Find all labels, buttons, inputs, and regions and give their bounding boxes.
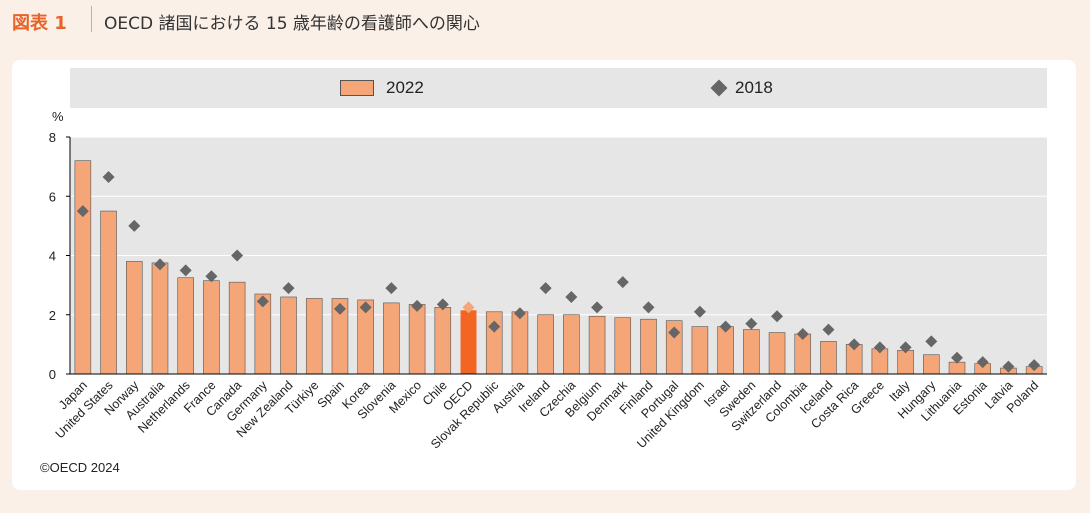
y-tick-label: 4 (49, 249, 56, 264)
bar (640, 318, 657, 375)
bar (717, 326, 734, 375)
bar (151, 262, 169, 375)
bar (74, 160, 92, 375)
bar (305, 298, 323, 375)
marker-2018 (976, 356, 989, 369)
marker-2018 (205, 270, 218, 283)
y-tick-label: 0 (49, 367, 56, 382)
bar (177, 277, 194, 375)
bar (897, 349, 914, 375)
bar (923, 354, 940, 375)
marker-2018 (925, 335, 938, 348)
bar (743, 329, 760, 375)
marker-2018 (1028, 359, 1041, 372)
marker-2018 (256, 295, 269, 308)
marker-2018 (488, 320, 501, 333)
marker-2018 (796, 328, 809, 341)
y-tick-label: 8 (49, 130, 56, 145)
marker-2018 (76, 205, 89, 218)
marker-2018 (848, 338, 861, 351)
marker-2018 (822, 323, 835, 336)
marker-2018 (565, 290, 578, 303)
legend-item-2022: 2022 (340, 68, 424, 108)
copyright: ©OECD 2024 (40, 460, 120, 475)
bar (537, 314, 554, 375)
marker-2018 (1002, 360, 1015, 373)
marker-2018 (693, 305, 706, 318)
y-unit-label: % (52, 109, 64, 124)
marker-2018 (128, 219, 141, 232)
figure-label: 図表 1 (12, 13, 67, 34)
marker-2018 (642, 301, 655, 314)
marker-2018 (899, 341, 912, 354)
figure-header: 図表 1 OECD 諸国における 15 歳年齢の看護師への関心 (0, 0, 1090, 42)
marker-2018 (282, 282, 295, 295)
marker-2018 (153, 258, 166, 271)
marker-2018 (513, 307, 526, 320)
bar (100, 210, 117, 375)
bar (614, 317, 632, 375)
marker-2018 (333, 302, 346, 315)
figure-title: OECD 諸国における 15 歳年齢の看護師への関心 (104, 14, 480, 34)
y-tick-label: 2 (49, 308, 56, 323)
legend-bar-swatch (340, 80, 374, 96)
marker-2018 (411, 299, 424, 312)
bar (820, 341, 837, 375)
legend: 2022 2018 (70, 68, 1047, 108)
bar (203, 280, 220, 375)
marker-2018 (102, 170, 115, 183)
bar (768, 332, 786, 375)
marker-2018 (616, 276, 629, 289)
marker-2018 (436, 298, 449, 311)
bar (588, 315, 606, 375)
legend-label-2022: 2022 (386, 78, 424, 97)
marker-2018 (719, 320, 732, 333)
bar (691, 326, 709, 375)
marker-2018 (359, 301, 372, 314)
bar (280, 296, 297, 375)
bar (126, 261, 143, 375)
legend-item-2018: 2018 (710, 68, 773, 108)
bar (383, 302, 400, 375)
bar (460, 310, 477, 374)
marker-2018 (539, 282, 552, 295)
marker-2018 (745, 317, 758, 330)
bar (563, 314, 580, 375)
y-tick-label: 6 (49, 189, 56, 204)
bar (948, 361, 966, 375)
bar (511, 311, 529, 375)
marker-2018 (591, 301, 604, 314)
marker-2018 (951, 351, 964, 364)
bar (408, 304, 426, 375)
marker-2018 (231, 249, 244, 262)
marker-2018 (385, 282, 398, 295)
marker-2018 (771, 310, 784, 323)
marker-2018 (462, 301, 475, 314)
marker-2018 (873, 341, 886, 354)
marker-2018 (179, 264, 192, 277)
legend-label-2018: 2018 (735, 78, 773, 97)
bar (434, 307, 452, 375)
header-divider (91, 6, 92, 32)
bar (228, 281, 246, 375)
marker-2018 (668, 326, 681, 339)
